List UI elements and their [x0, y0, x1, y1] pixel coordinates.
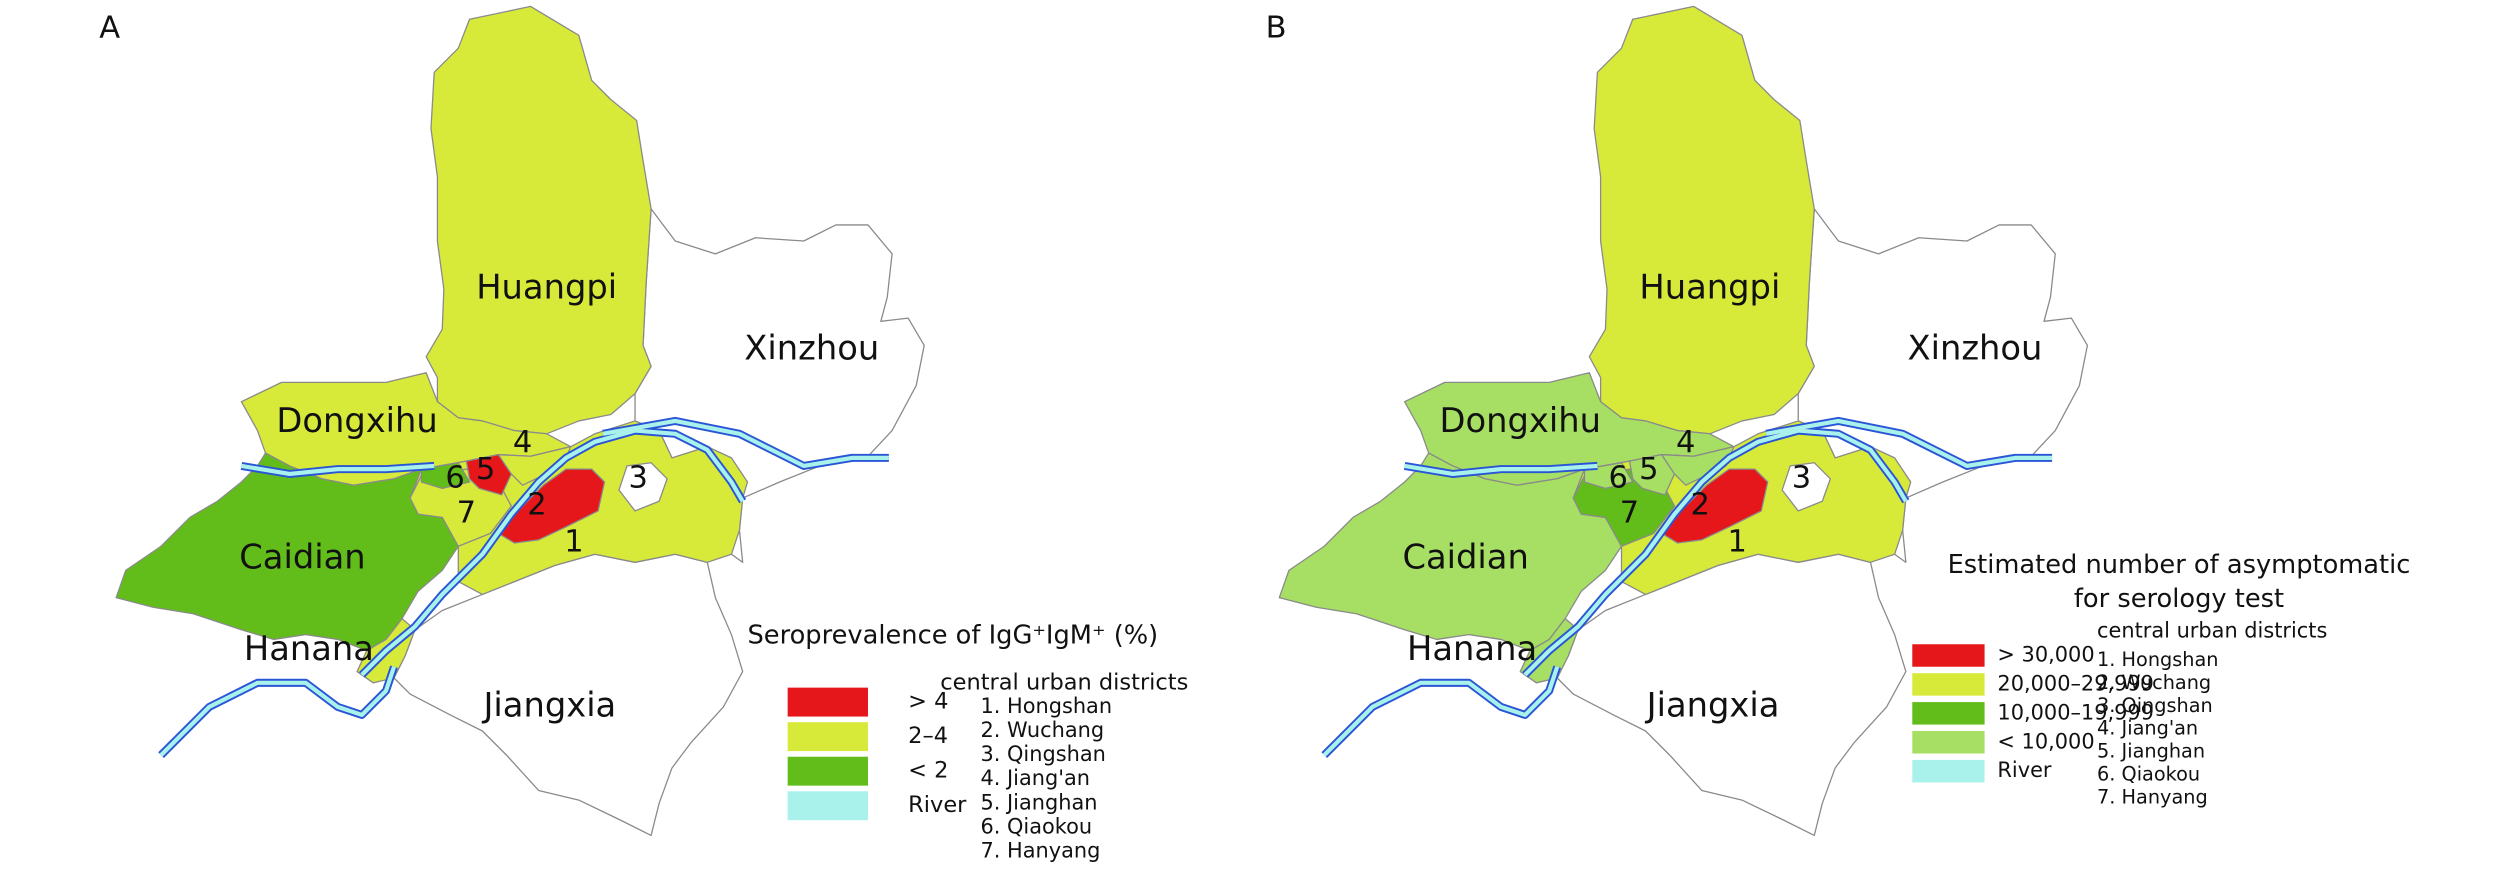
district-list-item: 7. Hanyang [980, 839, 1100, 863]
district-number: 1 [564, 525, 583, 560]
district-list-item: 1. Hongshan [2097, 648, 2218, 671]
district-name: Dongxihu [276, 401, 437, 440]
district-list-item: 1. Hongshan [980, 694, 1112, 718]
legend-swatch [1912, 702, 1985, 725]
district-list-item: 6. Qiaokou [980, 814, 1092, 838]
legend-label: 2–4 [908, 723, 948, 749]
district-list-item: 6. Qiaokou [2097, 763, 2200, 786]
district-name: Jiangxia [1645, 685, 1780, 724]
legend-swatch [787, 687, 868, 717]
legend-label: < 10,000 [1997, 729, 2094, 753]
district-name: Huangpi [1639, 268, 1780, 307]
district-number: 3 [629, 460, 648, 495]
district-name: Caidian [1402, 538, 1528, 577]
district-number: 2 [527, 488, 546, 523]
district-list-item: 2. Wuchang [2097, 671, 2211, 694]
panel-label: B [1266, 10, 1287, 45]
legend-swatch [1912, 759, 1985, 783]
legend-swatch [787, 791, 868, 821]
district-number: 3 [1792, 460, 1811, 495]
district-list-item: 4. Jiang'an [980, 766, 1090, 790]
legend-subtitle: central urban districts [2097, 618, 2327, 642]
district-number: 4 [1676, 425, 1695, 460]
legend-label: < 2 [908, 758, 948, 784]
legend-label: River [908, 792, 967, 818]
district-number: 7 [457, 496, 476, 531]
district-name: Hanana [244, 629, 374, 668]
district-list-item: 3. Qingshan [980, 742, 1105, 766]
district-list-item: 4. Jiang'an [2097, 717, 2198, 740]
legend-title: Seroprevalence of IgG⁺IgM⁺ (%) [747, 621, 1158, 651]
district-list-item: 3. Qingshan [2097, 694, 2213, 717]
district-list-item: 5. Jianghan [980, 790, 1097, 814]
district-area [1588, 5, 1816, 435]
district-number: 4 [513, 425, 532, 460]
legend-swatch [1912, 731, 1985, 754]
district-number: 5 [476, 452, 495, 487]
district-name: Xinzhou [744, 329, 879, 368]
district-number: 5 [1639, 452, 1658, 487]
district-name: Huangpi [476, 268, 617, 307]
district-area [425, 5, 652, 435]
legend-label: 20,000–29,999 [1997, 671, 2154, 695]
district-list-item: 5. Jianghan [2097, 740, 2205, 763]
legend-label: River [1997, 758, 2052, 782]
legend-label: > 30,000 [1997, 642, 2094, 666]
legend-swatch [787, 722, 868, 752]
map-panel: Huangpi Xinzhou Dongxihu Caidian Hanana Jiang… [1278, 5, 2089, 837]
legend-swatch [1912, 673, 1985, 696]
district-list-item: 7. Hanyang [2097, 786, 2208, 809]
district-name: Hanana [1407, 629, 1537, 668]
district-name: Xinzhou [1907, 329, 2042, 368]
map-panel: Huangpi Xinzhou Dongxihu Caidian Hanana Jiang… [115, 5, 926, 837]
legend-subtitle: central urban districts [940, 669, 1188, 695]
district-number: 7 [1620, 496, 1639, 531]
district-number: 6 [445, 460, 464, 495]
district-name: Jiangxia [482, 685, 617, 724]
legend-swatch [1912, 644, 1985, 667]
district-name: Caidian [239, 538, 365, 577]
district-number: 1 [1727, 525, 1746, 560]
legend-title: Estimated number of asymptomatic [1948, 550, 2411, 580]
district-number: 2 [1691, 488, 1710, 523]
legend-label: 10,000–19,999 [1997, 700, 2154, 724]
district-number: 6 [1609, 460, 1628, 495]
legend-title: for serology test [2074, 584, 2284, 614]
legend-swatch [787, 756, 868, 786]
district-list-item: 2. Wuchang [980, 718, 1104, 742]
legend-label: > 4 [908, 689, 948, 715]
district-name: Dongxihu [1440, 401, 1601, 440]
panel-label: A [99, 10, 120, 45]
